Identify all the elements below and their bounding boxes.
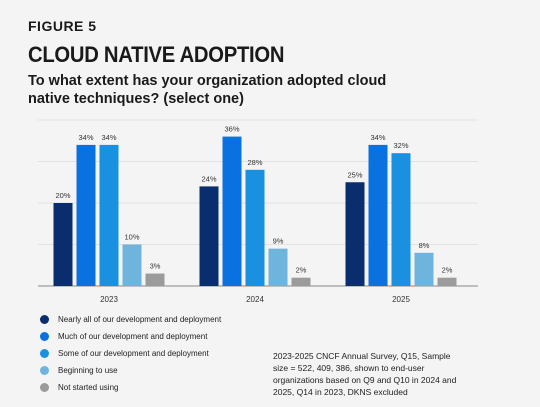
- bar: [145, 273, 165, 286]
- legend-swatch: [40, 315, 49, 324]
- legend-label: Beginning to use: [58, 366, 118, 375]
- bar: [99, 144, 119, 286]
- bar: [199, 186, 219, 286]
- bar: [391, 153, 411, 286]
- legend-item: Not started using: [40, 380, 221, 395]
- bar: [245, 169, 265, 286]
- legend-item: Some of our development and deployment: [40, 346, 221, 361]
- data-label: 2%: [442, 266, 453, 275]
- bar: [291, 277, 311, 286]
- data-label: 8%: [419, 241, 430, 250]
- chart-title: CLOUD NATIVE ADOPTION: [28, 42, 285, 67]
- legend-swatch: [40, 349, 49, 358]
- data-label: 10%: [124, 233, 139, 242]
- data-label: 3%: [150, 262, 161, 271]
- data-label: 34%: [101, 133, 116, 142]
- legend-item: Nearly all of our development and deploy…: [40, 312, 221, 327]
- data-label: 34%: [78, 133, 93, 142]
- legend-swatch: [40, 332, 49, 341]
- legend-label: Some of our development and deployment: [58, 349, 209, 358]
- bar: [222, 136, 242, 286]
- legend-swatch: [40, 366, 49, 375]
- bar: [437, 277, 457, 286]
- data-label: 32%: [393, 141, 408, 150]
- data-label: 34%: [370, 133, 385, 142]
- x-tick-label: 2023: [100, 295, 118, 304]
- data-label: 36%: [224, 125, 239, 134]
- x-tick-label: 2024: [246, 295, 264, 304]
- legend-swatch: [40, 383, 49, 392]
- legend-label: Nearly all of our development and deploy…: [58, 315, 222, 324]
- footnote: 2023-2025 CNCF Annual Survey, Q15, Sampl…: [273, 351, 457, 397]
- data-label: 2%: [296, 266, 307, 275]
- x-tick-label: 2025: [392, 295, 410, 304]
- data-label: 24%: [201, 174, 216, 183]
- legend-label: Much of our development and deployment: [58, 332, 208, 341]
- bar: [53, 203, 73, 286]
- data-label: 20%: [55, 191, 70, 200]
- bar: [368, 144, 388, 286]
- figure-label: FIGURE 5: [28, 18, 97, 34]
- bar: [268, 248, 288, 286]
- data-label: 25%: [347, 170, 362, 179]
- legend: Nearly all of our development and deploy…: [40, 312, 221, 397]
- bar: [414, 252, 434, 286]
- chart-question: To what extent has your organization ado…: [28, 73, 387, 107]
- data-label: 9%: [273, 237, 284, 246]
- bar: [122, 244, 142, 286]
- bar: [76, 144, 96, 286]
- legend-item: Beginning to use: [40, 363, 221, 378]
- bar: [345, 182, 365, 286]
- legend-label: Not started using: [58, 383, 119, 392]
- legend-item: Much of our development and deployment: [40, 329, 221, 344]
- data-label: 28%: [247, 158, 262, 167]
